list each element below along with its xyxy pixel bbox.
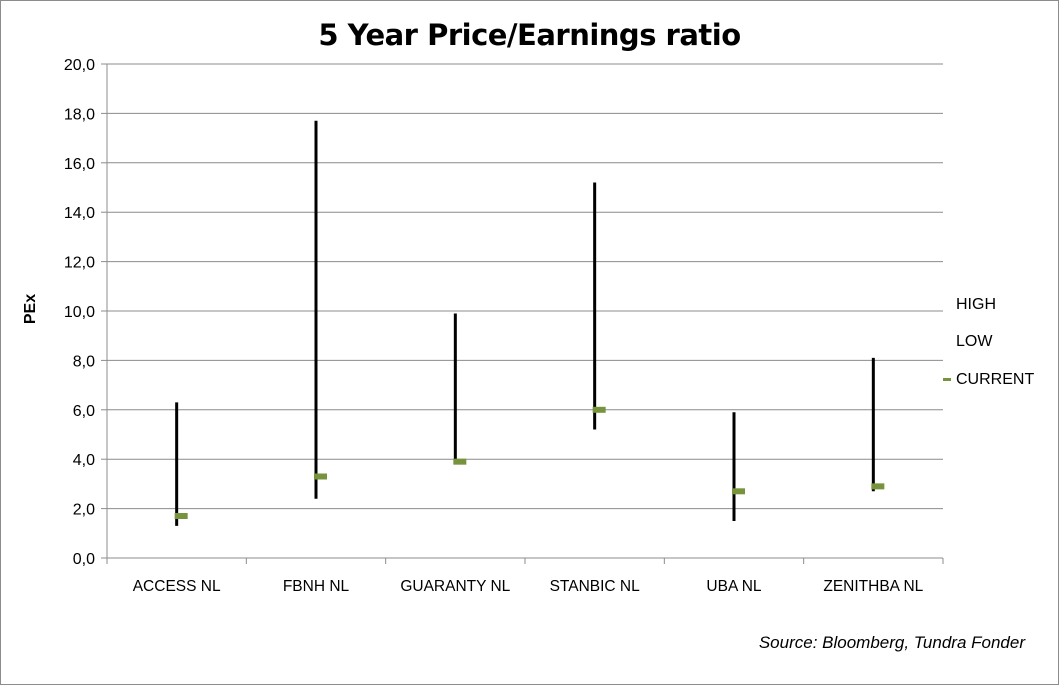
current-marker-fbnh-nl bbox=[314, 473, 327, 480]
legend-label-low: LOW bbox=[956, 333, 993, 350]
legend-item-current: CURRENT bbox=[943, 371, 1034, 389]
y-tick-label: 12,0 bbox=[64, 255, 95, 272]
current-marker-zenithba-nl bbox=[871, 483, 885, 490]
current-marker-uba-nl bbox=[732, 488, 745, 495]
legend-label-high: HIGH bbox=[956, 296, 996, 313]
y-tick-label: 16,0 bbox=[64, 156, 95, 173]
y-tick-label: 18,0 bbox=[64, 106, 95, 123]
chart-title: 5 Year Price/Earnings ratio bbox=[318, 18, 741, 52]
legend-label-current: CURRENT bbox=[956, 371, 1035, 388]
legend-item-low: LOW bbox=[956, 333, 992, 351]
y-tick-label: 6,0 bbox=[73, 403, 95, 420]
y-tick-label: 4,0 bbox=[73, 452, 95, 469]
current-marker-stanbic-nl bbox=[592, 406, 606, 413]
current-marker-guaranty-nl bbox=[453, 458, 467, 465]
y-tick-label: 8,0 bbox=[73, 353, 95, 370]
y-tick-label: 0,0 bbox=[73, 551, 95, 568]
y-tick-label: 10,0 bbox=[64, 304, 95, 321]
y-tick-label: 20,0 bbox=[64, 57, 95, 74]
x-tick-label: ZENITHBA NL bbox=[823, 578, 923, 595]
x-tick-label: FBNH NL bbox=[283, 578, 350, 595]
y-tick-label: 14,0 bbox=[64, 205, 95, 222]
x-tick-label: GUARANTY NL bbox=[400, 578, 510, 595]
legend-item-high: HIGH bbox=[956, 296, 996, 314]
legend-marker-current bbox=[943, 378, 951, 382]
x-tick-label: UBA NL bbox=[706, 578, 762, 595]
y-tick-label: 2,0 bbox=[73, 502, 95, 519]
x-tick-label: STANBIC NL bbox=[550, 578, 641, 595]
current-marker-access-nl bbox=[174, 513, 188, 520]
source-note: Source: Bloomberg, Tundra Fonder bbox=[758, 633, 1025, 652]
x-tick-label: ACCESS NL bbox=[133, 578, 221, 595]
